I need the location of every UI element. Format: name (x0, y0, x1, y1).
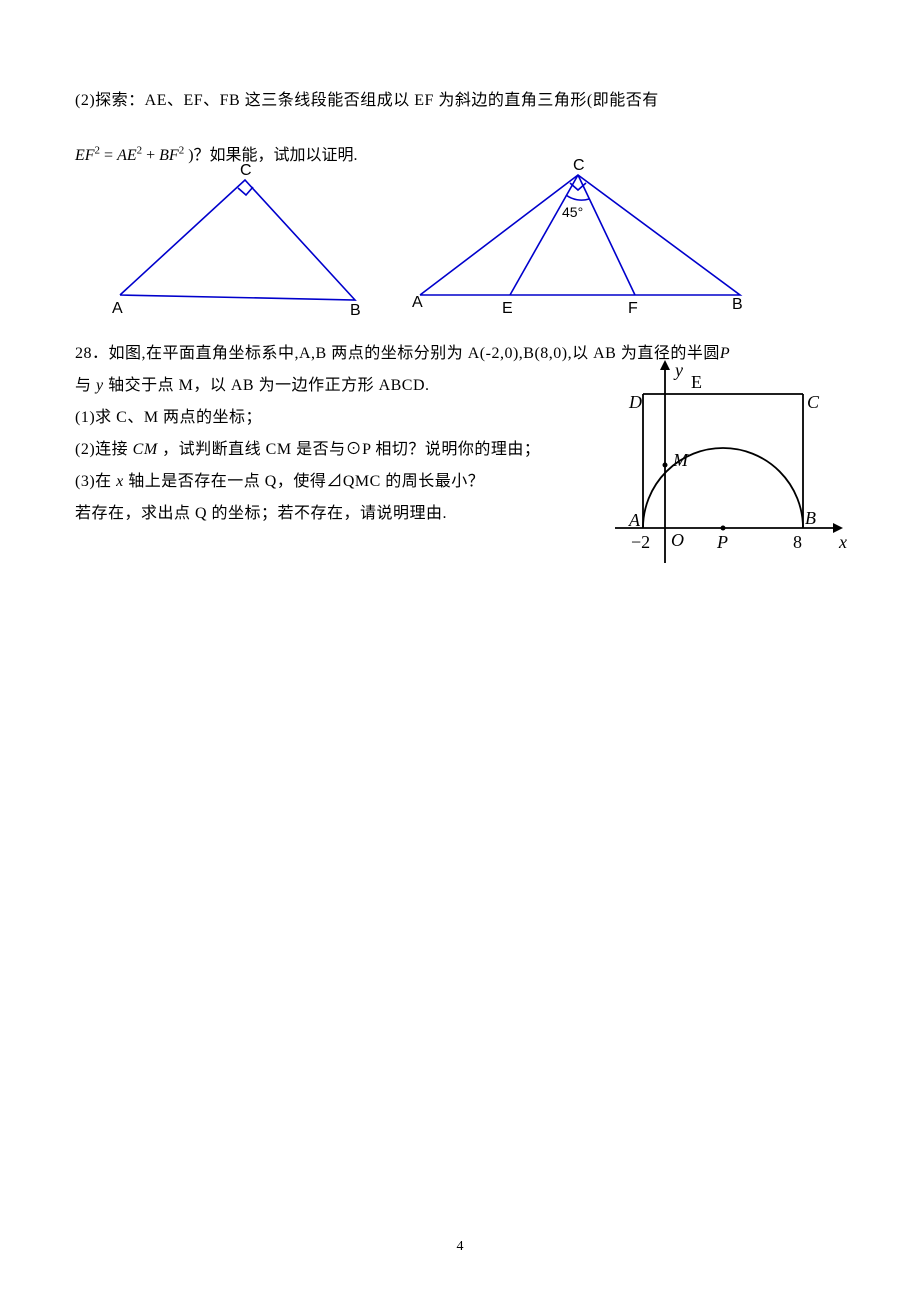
label-F: F (628, 300, 638, 317)
label-Ed: E (691, 372, 702, 392)
q28-block: 28．如图,在平面直角坐标系中,A,B 两点的坐标分别为 A(-2,0),B(8… (75, 338, 845, 530)
axis-y: y (673, 360, 683, 380)
label-Cd: C (807, 392, 820, 412)
q28-p2: (2)连接 CM ，试判断直线 CM 是否与⊙P 相切？说明你的理由； (75, 434, 615, 466)
q27-diagrams: A B C A B C E F (100, 155, 845, 320)
point-M (663, 463, 668, 468)
label-P: P (716, 532, 728, 552)
label-E: E (502, 300, 513, 317)
label-B: B (350, 302, 361, 315)
label-Bd: B (805, 508, 816, 528)
label-Ad: A (628, 510, 641, 530)
point-P (721, 526, 726, 531)
q28-diagram: y x D C E M A B O P −2 8 (595, 348, 855, 583)
label-8: 8 (793, 532, 802, 552)
label-O: O (671, 530, 684, 550)
page-content: (2)探索：AE、EF、FB 这三条线段能否组成以 EF 为斜边的直角三角形(即… (0, 0, 920, 570)
label-C2: C (573, 157, 585, 174)
label-M: M (672, 450, 689, 470)
axis-x: x (838, 532, 847, 552)
q28-p4: 若存在，求出点 Q 的坐标；若不存在，请说明理由. (75, 498, 615, 530)
label-C: C (240, 162, 252, 179)
label-neg2: −2 (631, 532, 650, 552)
page-number: 4 (0, 1239, 920, 1255)
q28-stem-2: 与 y 轴交于点 M，以 AB 为一边作正方形 ABCD. (75, 370, 615, 402)
q27-diagram-1: A B C (100, 155, 370, 315)
label-A: A (112, 300, 123, 315)
label-D: D (628, 392, 642, 412)
q27-diagram-2: A B C E F 45° (400, 155, 760, 320)
label-B2: B (732, 296, 743, 313)
label-A2: A (412, 294, 423, 311)
q28-p1: (1)求 C、M 两点的坐标； (75, 402, 615, 434)
label-45: 45° (562, 204, 583, 220)
q27-part2-text: (2)探索：AE、EF、FB 这三条线段能否组成以 EF 为斜边的直角三角形(即… (75, 85, 845, 117)
q28-p3: (3)在 x 轴上是否存在一点 Q，使得⊿QMC 的周长最小？ (75, 466, 615, 498)
